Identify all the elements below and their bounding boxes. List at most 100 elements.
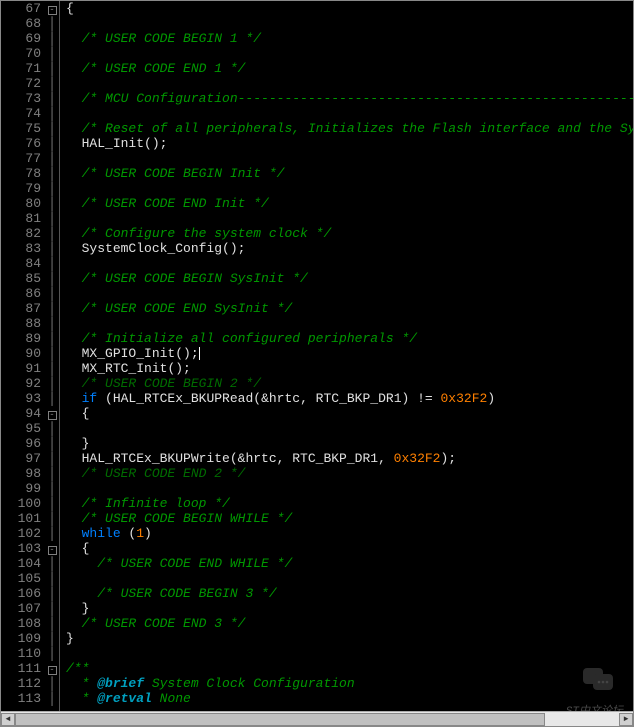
code-line[interactable]: } xyxy=(66,601,633,616)
code-line[interactable]: } xyxy=(66,631,633,646)
code-line[interactable]: /* USER CODE END 3 */ xyxy=(66,616,633,631)
fold-guide: │ xyxy=(45,211,59,226)
line-number: 100 xyxy=(1,496,41,511)
fold-toggle[interactable]: - xyxy=(45,541,59,556)
line-number: 96 xyxy=(1,436,41,451)
code-line[interactable]: /* USER CODE BEGIN 1 */ xyxy=(66,31,633,46)
code-line[interactable] xyxy=(66,481,633,496)
code-line[interactable]: { xyxy=(66,1,633,16)
code-line[interactable] xyxy=(66,286,633,301)
code-line[interactable] xyxy=(66,316,633,331)
code-line[interactable]: /* Infinite loop */ xyxy=(66,496,633,511)
scroll-track[interactable] xyxy=(15,713,619,726)
code-line[interactable] xyxy=(66,151,633,166)
code-line[interactable]: /* MCU Configuration--------------------… xyxy=(66,91,633,106)
line-number: 107 xyxy=(1,601,41,616)
code-line[interactable]: } xyxy=(66,436,633,451)
fold-guide: │ xyxy=(45,286,59,301)
code-line[interactable] xyxy=(66,16,633,31)
code-line[interactable]: /* USER CODE END WHILE */ xyxy=(66,556,633,571)
fold-guide: │ xyxy=(45,631,59,646)
line-number: 113 xyxy=(1,691,41,706)
code-line[interactable] xyxy=(66,211,633,226)
fold-toggle[interactable]: - xyxy=(45,406,59,421)
code-line[interactable]: HAL_Init(); xyxy=(66,136,633,151)
line-number: 69 xyxy=(1,31,41,46)
code-line[interactable]: { xyxy=(66,406,633,421)
code-line[interactable] xyxy=(66,571,633,586)
code-line[interactable] xyxy=(66,76,633,91)
code-line[interactable]: if (HAL_RTCEx_BKUPRead(&hrtc, RTC_BKP_DR… xyxy=(66,391,633,406)
fold-guide: │ xyxy=(45,301,59,316)
fold-guide: │ xyxy=(45,196,59,211)
line-number: 73 xyxy=(1,91,41,106)
line-number: 76 xyxy=(1,136,41,151)
fold-guide: │ xyxy=(45,166,59,181)
fold-toggle[interactable]: - xyxy=(45,661,59,676)
code-area[interactable]: { /* USER CODE BEGIN 1 */ /* USER CODE E… xyxy=(60,1,633,726)
fold-guide: │ xyxy=(45,376,59,391)
line-number: 75 xyxy=(1,121,41,136)
code-line[interactable]: /* Reset of all peripherals, Initializes… xyxy=(66,121,633,136)
code-line[interactable] xyxy=(66,46,633,61)
scroll-thumb[interactable] xyxy=(15,713,545,726)
code-line[interactable]: /* USER CODE BEGIN SysInit */ xyxy=(66,271,633,286)
line-number: 79 xyxy=(1,181,41,196)
fold-guide: │ xyxy=(45,481,59,496)
fold-guide: │ xyxy=(45,346,59,361)
code-line[interactable]: /* USER CODE END 1 */ xyxy=(66,61,633,76)
line-number: 105 xyxy=(1,571,41,586)
code-line[interactable]: while (1) xyxy=(66,526,633,541)
line-number: 74 xyxy=(1,106,41,121)
code-line[interactable]: * @retval None xyxy=(66,691,633,706)
code-line[interactable]: /* USER CODE END 2 */ xyxy=(66,466,633,481)
code-line[interactable]: /* Configure the system clock */ xyxy=(66,226,633,241)
fold-guide: │ xyxy=(45,586,59,601)
fold-guide: │ xyxy=(45,361,59,376)
code-line[interactable]: /* USER CODE BEGIN 3 */ xyxy=(66,586,633,601)
fold-guide: │ xyxy=(45,451,59,466)
code-line[interactable]: /* USER CODE BEGIN Init */ xyxy=(66,166,633,181)
fold-guide: │ xyxy=(45,61,59,76)
fold-guide: │ xyxy=(45,466,59,481)
code-line[interactable]: SystemClock_Config(); xyxy=(66,241,633,256)
fold-guide: │ xyxy=(45,691,59,706)
code-line[interactable] xyxy=(66,646,633,661)
code-line[interactable] xyxy=(66,106,633,121)
code-line[interactable]: /** xyxy=(66,661,633,676)
line-number: 101 xyxy=(1,511,41,526)
fold-guide: │ xyxy=(45,601,59,616)
code-line[interactable]: /* USER CODE END SysInit */ xyxy=(66,301,633,316)
fold-guide: │ xyxy=(45,31,59,46)
fold-guide: │ xyxy=(45,106,59,121)
code-line[interactable]: MX_RTC_Init(); xyxy=(66,361,633,376)
code-editor[interactable]: 6768697071727374757677787980818283848586… xyxy=(0,0,634,727)
line-number: 102 xyxy=(1,526,41,541)
code-line[interactable] xyxy=(66,256,633,271)
line-number: 71 xyxy=(1,61,41,76)
code-line[interactable]: /* USER CODE BEGIN 2 */ xyxy=(66,376,633,391)
code-line[interactable] xyxy=(66,181,633,196)
fold-guide: │ xyxy=(45,511,59,526)
horizontal-scrollbar[interactable]: ◄ ► xyxy=(1,711,633,726)
fold-column[interactable]: -││││││││││││││││││││││││││-││││││││-│││… xyxy=(45,1,60,726)
line-number: 108 xyxy=(1,616,41,631)
code-line[interactable]: * @brief System Clock Configuration xyxy=(66,676,633,691)
line-number: 93 xyxy=(1,391,41,406)
fold-guide: │ xyxy=(45,151,59,166)
code-line[interactable]: /* USER CODE BEGIN WHILE */ xyxy=(66,511,633,526)
line-number: 70 xyxy=(1,46,41,61)
code-line[interactable] xyxy=(66,421,633,436)
code-line[interactable]: { xyxy=(66,541,633,556)
scroll-left-button[interactable]: ◄ xyxy=(1,713,15,726)
fold-toggle[interactable]: - xyxy=(45,1,59,16)
code-line[interactable]: /* USER CODE END Init */ xyxy=(66,196,633,211)
scroll-right-button[interactable]: ► xyxy=(619,713,633,726)
line-number-gutter: 6768697071727374757677787980818283848586… xyxy=(1,1,45,726)
fold-guide: │ xyxy=(45,271,59,286)
code-line[interactable]: /* Initialize all configured peripherals… xyxy=(66,331,633,346)
line-number: 111 xyxy=(1,661,41,676)
code-line[interactable]: HAL_RTCEx_BKUPWrite(&hrtc, RTC_BKP_DR1, … xyxy=(66,451,633,466)
fold-guide: │ xyxy=(45,526,59,541)
code-line[interactable]: MX_GPIO_Init(); xyxy=(66,346,633,361)
